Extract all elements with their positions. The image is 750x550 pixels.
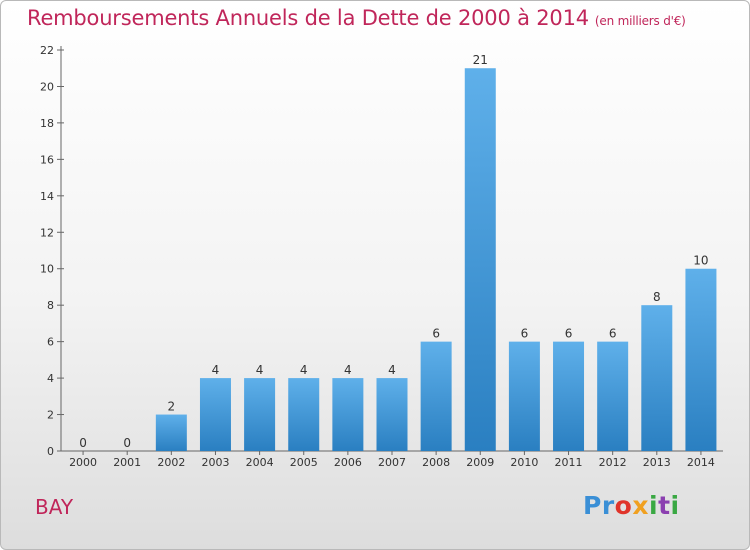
chart-data-labels: 0 0 2 4 4 4 4 4 6 21 6 6 6 8 10 <box>79 53 708 450</box>
data-label: 6 <box>521 327 529 341</box>
chart-title-text: Remboursements Annuels de la Dette de 20… <box>27 6 589 30</box>
x-tick-label: 2000 <box>69 456 97 469</box>
data-label: 6 <box>432 327 440 341</box>
y-tick-label: 6 <box>47 336 54 349</box>
bar <box>244 378 276 451</box>
data-label: 4 <box>388 363 396 377</box>
logo-letter: i <box>670 491 680 520</box>
bar <box>420 341 452 451</box>
chart-unit-note: (en milliers d'€) <box>594 14 686 28</box>
logo-letter: P <box>583 491 602 520</box>
y-tick-label: 14 <box>40 190 54 203</box>
y-tick-label: 4 <box>47 372 54 385</box>
x-tick-label: 2003 <box>201 456 229 469</box>
x-tick-label: 2014 <box>687 456 715 469</box>
x-tick-label: 2002 <box>157 456 185 469</box>
y-tick-label: 8 <box>47 299 54 312</box>
data-label: 4 <box>212 363 220 377</box>
bar <box>641 305 673 451</box>
data-label: 4 <box>300 363 308 377</box>
data-label: 6 <box>565 327 573 341</box>
y-tick-label: 0 <box>47 445 54 458</box>
x-tick-label: 2004 <box>246 456 274 469</box>
y-tick-label: 20 <box>40 80 54 93</box>
data-label: 8 <box>653 290 661 304</box>
logo-letter: x <box>632 491 649 520</box>
data-label: 21 <box>473 53 488 67</box>
x-tick-label: 2009 <box>466 456 494 469</box>
y-tick-label: 16 <box>40 153 54 166</box>
x-tick-label: 2012 <box>599 456 627 469</box>
place-label: BAY <box>35 495 74 519</box>
x-tick-label: 2007 <box>378 456 406 469</box>
bar <box>597 341 629 451</box>
proxiti-logo: Proxiti <box>583 491 680 520</box>
bar <box>199 378 231 451</box>
data-label: 4 <box>256 363 264 377</box>
x-tick-label: 2011 <box>555 456 583 469</box>
data-label: 0 <box>79 436 87 450</box>
bar <box>376 378 408 451</box>
x-tick-label: 2013 <box>643 456 671 469</box>
data-label: 4 <box>344 363 352 377</box>
y-tick-label: 12 <box>40 226 54 239</box>
data-label: 6 <box>609 327 617 341</box>
bar <box>155 414 187 451</box>
data-label: 0 <box>123 436 131 450</box>
bar <box>288 378 320 451</box>
bar <box>685 268 717 451</box>
y-tick-label: 10 <box>40 263 54 276</box>
logo-letter: i <box>649 491 659 520</box>
y-tick-label: 22 <box>40 44 54 57</box>
bar <box>464 68 496 452</box>
y-tick-label: 18 <box>40 117 54 130</box>
x-tick-label: 2005 <box>290 456 318 469</box>
bar <box>508 341 540 451</box>
bar <box>553 341 585 451</box>
chart-title: Remboursements Annuels de la Dette de 20… <box>27 6 686 30</box>
logo-letter: r <box>601 491 615 520</box>
data-label: 2 <box>168 400 176 414</box>
x-tick-label: 2010 <box>510 456 538 469</box>
bar <box>332 378 364 451</box>
x-tick-label: 2001 <box>113 456 141 469</box>
logo-letter: o <box>614 491 633 520</box>
data-label: 10 <box>693 254 708 268</box>
x-tick-label: 2006 <box>334 456 362 469</box>
y-tick-label: 2 <box>47 409 54 422</box>
x-tick-label: 2008 <box>422 456 450 469</box>
logo-letter: t <box>658 491 671 520</box>
chart-bars <box>155 68 717 452</box>
